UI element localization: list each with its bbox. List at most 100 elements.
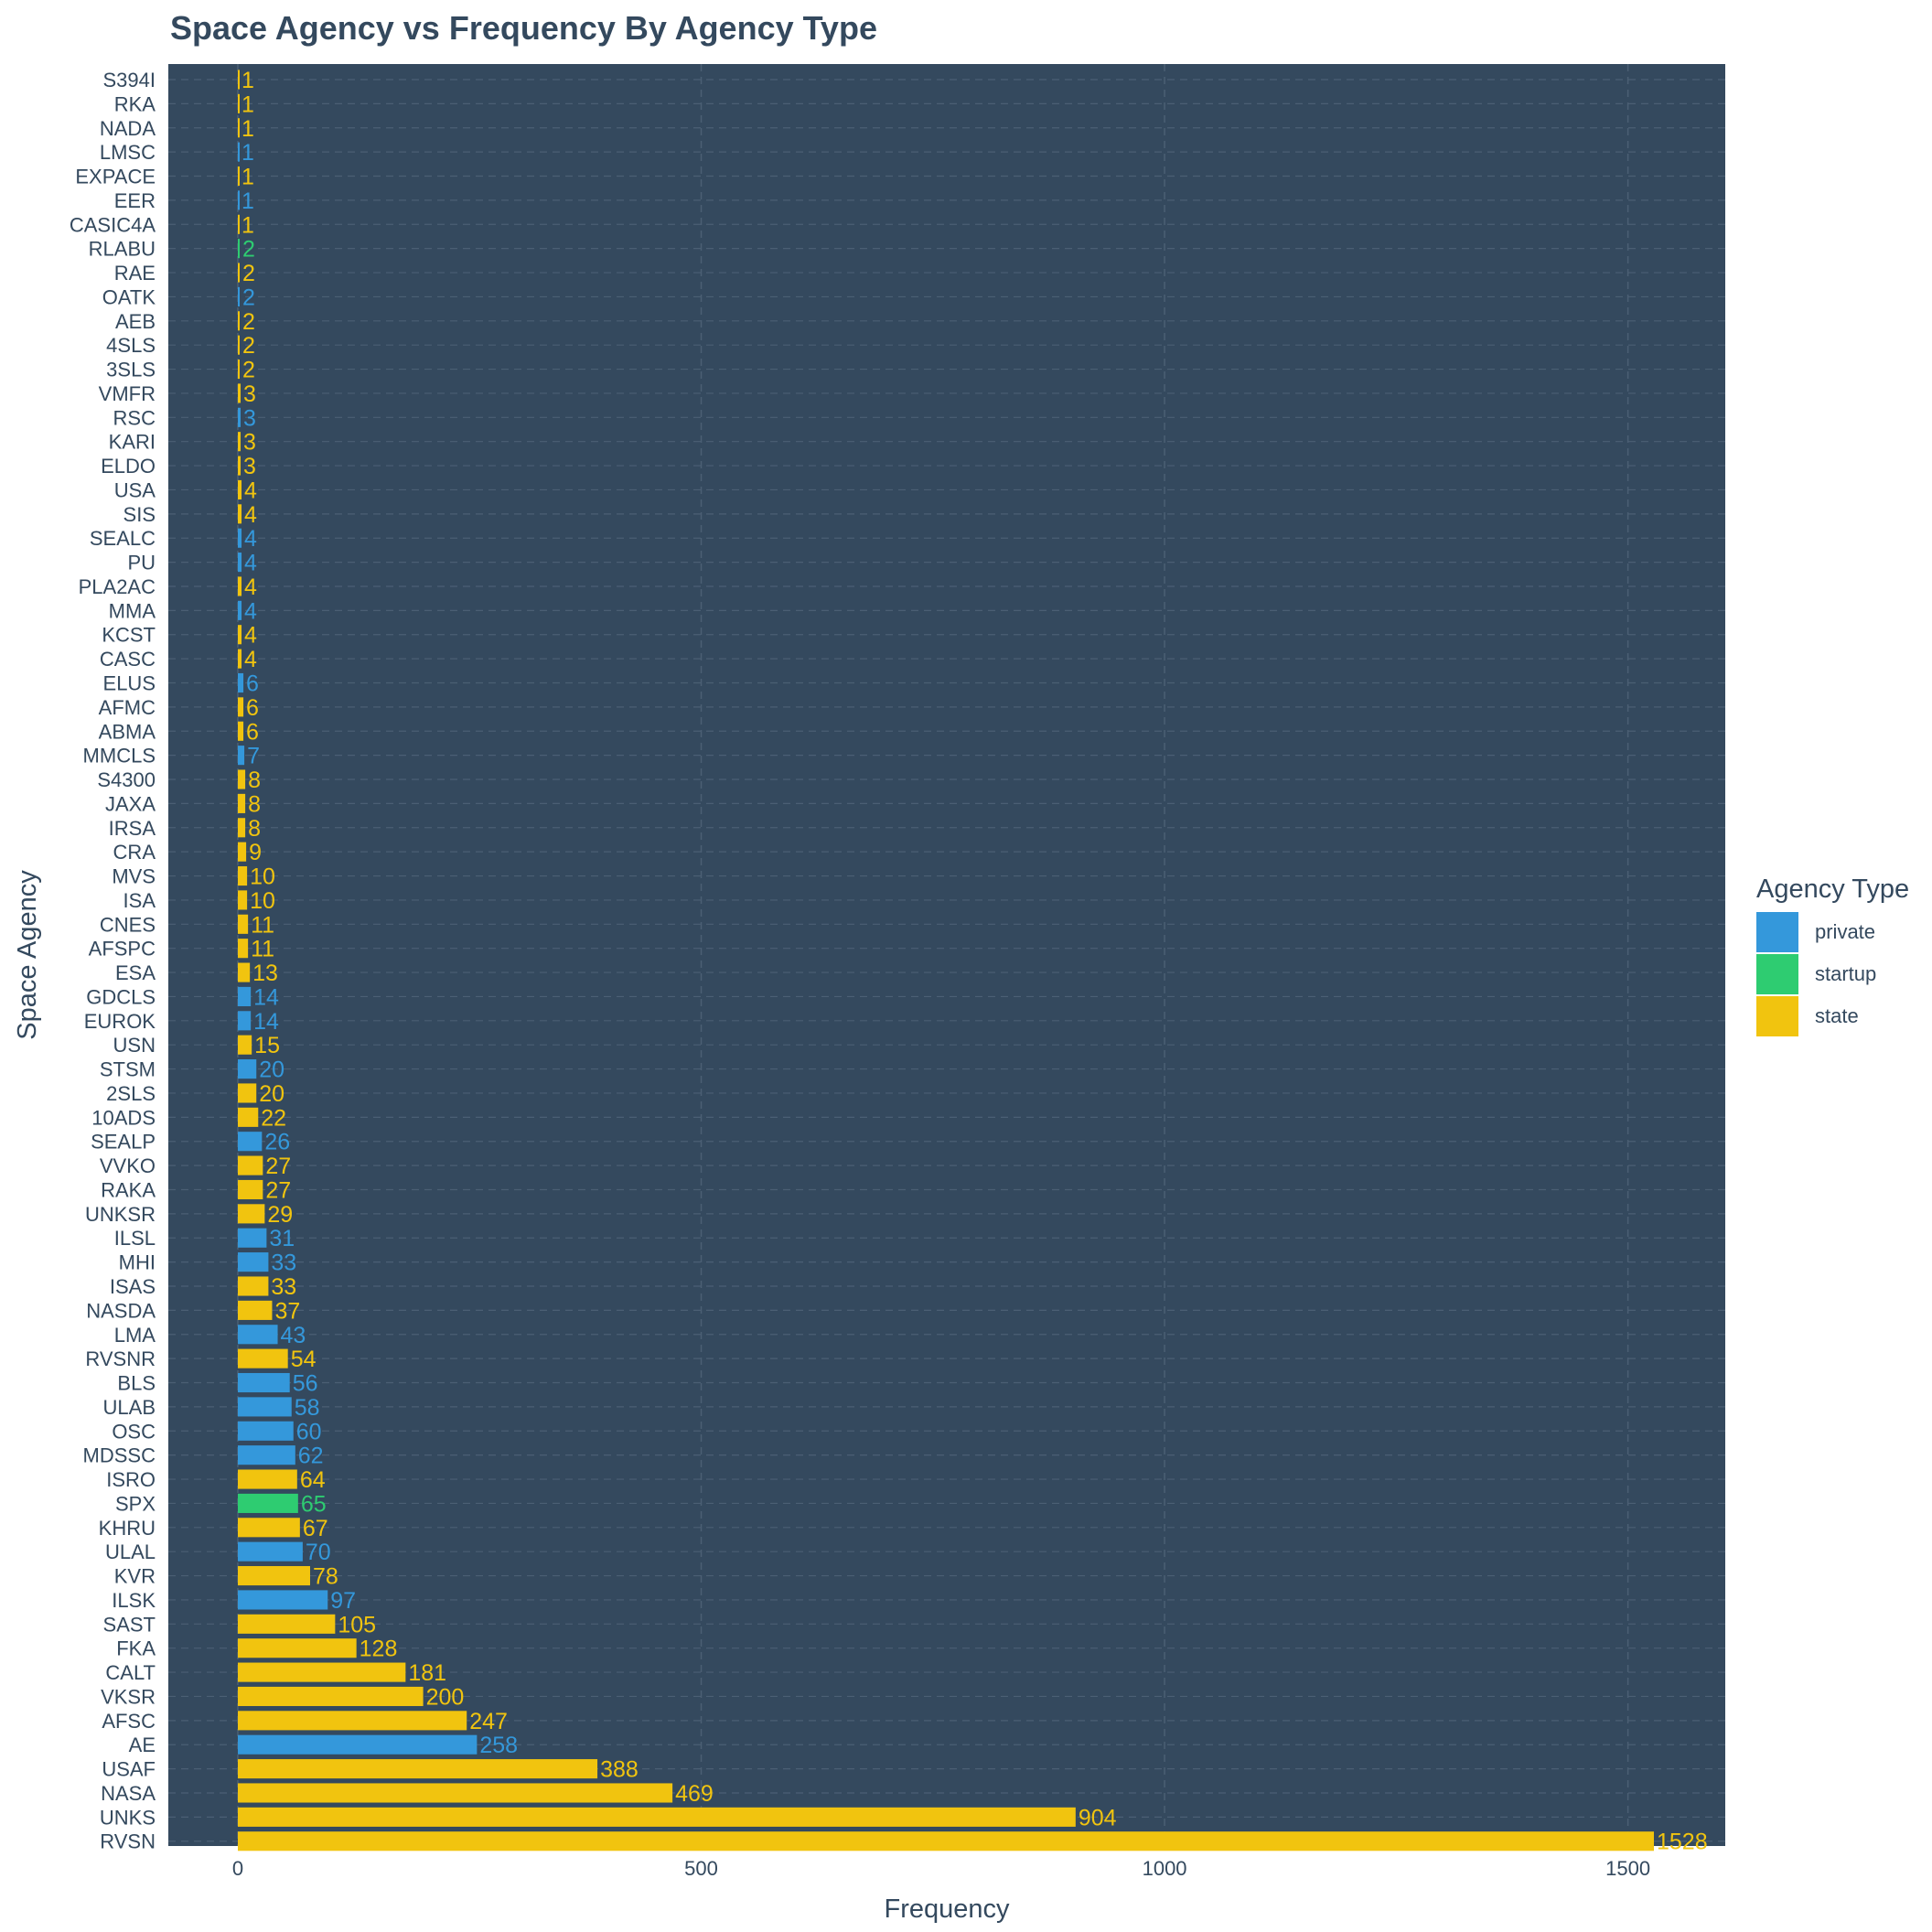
y-tick-label: KCST xyxy=(102,624,156,647)
y-tick-label: RSC xyxy=(113,406,156,429)
y-tick-label: ESA xyxy=(115,961,156,984)
bar xyxy=(237,842,247,862)
y-tick-label: SPX xyxy=(115,1492,156,1515)
y-tick-label: AE xyxy=(129,1733,156,1756)
bar-value-label: 8 xyxy=(248,791,261,817)
bar xyxy=(237,1807,1076,1827)
y-tick-label: KARI xyxy=(109,431,156,454)
y-tick-label: ELDO xyxy=(101,455,156,478)
bar xyxy=(237,166,240,187)
y-tick-label: ISAS xyxy=(110,1275,156,1298)
bar-value-label: 1 xyxy=(242,165,254,190)
value-labels: 1111111222222333344444444666788891010111… xyxy=(242,68,1708,1855)
bar xyxy=(237,1759,598,1779)
x-tick-label: 500 xyxy=(684,1857,718,1880)
y-tick-label: ISRO xyxy=(106,1468,156,1491)
y-tick-label: ISA xyxy=(123,889,156,912)
bar xyxy=(237,479,242,500)
bar-value-label: 247 xyxy=(469,1709,508,1734)
bar xyxy=(237,1686,424,1707)
bar-value-label: 1 xyxy=(242,188,254,214)
y-tick-label: CRA xyxy=(113,841,156,864)
bar xyxy=(237,962,251,982)
bar xyxy=(237,1711,467,1731)
bar-value-label: 2 xyxy=(242,261,255,286)
y-tick-label: RVSNR xyxy=(85,1347,156,1370)
bar xyxy=(237,1445,295,1465)
bar-value-label: 8 xyxy=(248,816,261,842)
x-axis-title: Frequency xyxy=(884,1894,1010,1924)
bar xyxy=(237,1566,311,1586)
bar xyxy=(237,1179,263,1200)
y-tick-label: UNKS xyxy=(100,1806,156,1829)
y-tick-label: MDSSC xyxy=(83,1444,156,1467)
y-tick-label: VVKO xyxy=(100,1154,156,1177)
legend-label-private: private xyxy=(1815,920,1875,943)
y-tick-label: NASDA xyxy=(86,1299,156,1322)
y-tick-label: RLABU xyxy=(89,238,156,261)
y-tick-label: 10ADS xyxy=(91,1106,156,1129)
bar-value-label: 181 xyxy=(408,1660,446,1686)
y-tick-label: USAF xyxy=(102,1758,156,1781)
bar-value-label: 33 xyxy=(271,1250,296,1276)
legend: Agency Type private startup state xyxy=(1756,875,1909,1036)
bar-value-label: 6 xyxy=(246,671,259,697)
bar-value-label: 31 xyxy=(269,1226,295,1251)
bar-value-label: 20 xyxy=(259,1081,284,1107)
bar xyxy=(237,1783,673,1803)
bar xyxy=(237,986,252,1006)
bar-value-label: 29 xyxy=(267,1202,293,1228)
bar-value-label: 6 xyxy=(246,695,259,721)
y-tick-label: MMA xyxy=(109,599,156,622)
y-tick-label: RKA xyxy=(114,92,156,115)
bar xyxy=(237,456,242,476)
y-tick-label: ILSK xyxy=(112,1589,156,1612)
bar-value-label: 20 xyxy=(259,1057,284,1083)
bar-value-label: 1 xyxy=(242,212,254,238)
y-axis-title: Space Agency xyxy=(13,870,42,1040)
bar-value-label: 4 xyxy=(244,526,257,552)
y-tick-label: LMSC xyxy=(100,141,156,164)
bar xyxy=(237,93,240,113)
bar xyxy=(237,890,248,910)
bar-value-label: 1 xyxy=(242,68,254,93)
bar-value-label: 15 xyxy=(254,1033,280,1058)
legend-key-state xyxy=(1756,996,1798,1036)
bar xyxy=(237,1059,257,1079)
legend-title: Agency Type xyxy=(1756,875,1909,904)
y-tick-label: MHI xyxy=(119,1251,156,1274)
bar-value-label: 43 xyxy=(281,1323,306,1348)
bar-value-label: 3 xyxy=(243,430,256,456)
bar xyxy=(237,576,242,596)
y-tick-label: ABMA xyxy=(99,720,156,743)
bar-value-label: 56 xyxy=(293,1371,318,1397)
bar xyxy=(237,70,240,90)
bar xyxy=(237,1132,263,1152)
bar xyxy=(237,1638,357,1658)
bar xyxy=(237,1469,297,1489)
bar-value-label: 1 xyxy=(242,116,254,142)
bar xyxy=(237,214,240,234)
bar xyxy=(237,1734,478,1755)
bar xyxy=(237,1204,265,1224)
y-axis-tick-labels: S394IRKANADALMSCEXPACEEERCASIC4ARLABURAE… xyxy=(70,69,156,1853)
bar-value-label: 3 xyxy=(243,381,256,407)
y-tick-label: ILSL xyxy=(114,1227,156,1250)
bar xyxy=(237,1107,259,1127)
bars xyxy=(237,70,1654,1852)
bar-value-label: 4 xyxy=(244,502,257,528)
bar xyxy=(237,1614,336,1634)
y-tick-label: SEALP xyxy=(91,1131,156,1154)
y-tick-label: 2SLS xyxy=(106,1082,156,1105)
bar-value-label: 27 xyxy=(265,1154,291,1179)
bar xyxy=(237,746,245,766)
y-tick-label: S4300 xyxy=(97,768,156,791)
bar-value-label: 128 xyxy=(360,1637,398,1662)
bar xyxy=(237,697,244,717)
bar xyxy=(237,672,244,693)
bar xyxy=(237,818,246,838)
bar xyxy=(237,914,249,934)
bar xyxy=(237,432,242,452)
bar-value-label: 258 xyxy=(479,1733,518,1758)
y-tick-label: CASIC4A xyxy=(70,213,156,236)
